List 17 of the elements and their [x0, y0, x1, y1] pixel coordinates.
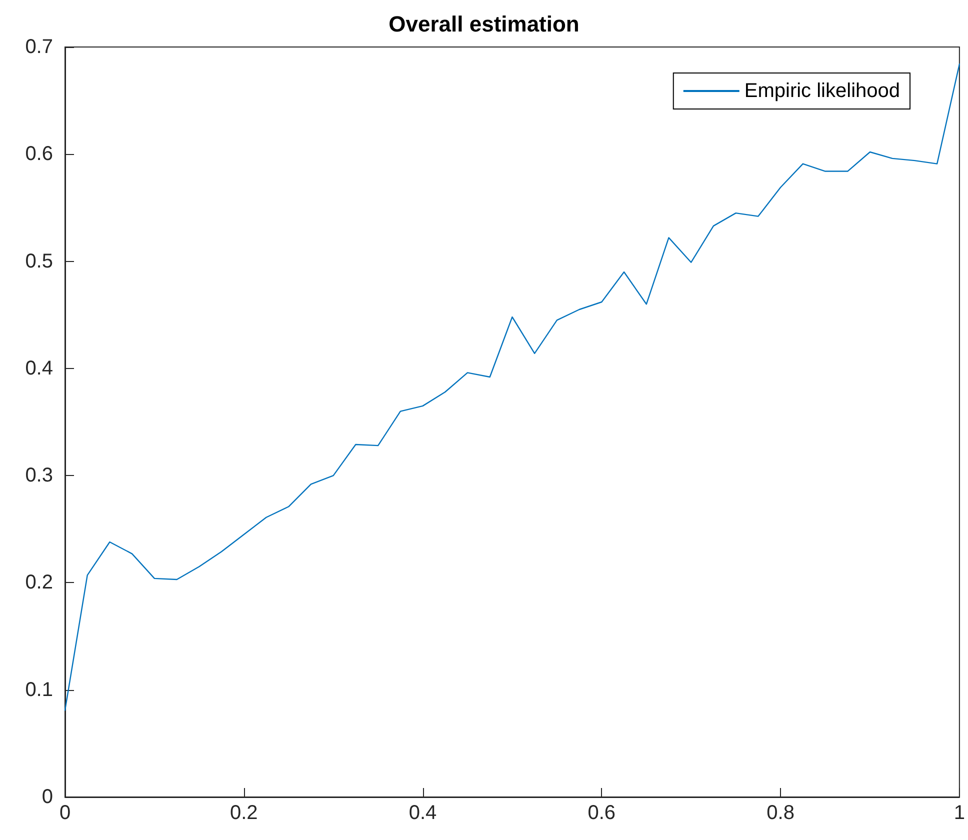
y-tick-label: 0.7	[25, 36, 53, 58]
x-tick-label: 0.8	[766, 802, 794, 824]
legend-label: Empiric likelihood	[744, 80, 900, 102]
y-tick-label: 0	[42, 786, 53, 808]
chart-title: Overall estimation	[388, 12, 580, 36]
y-tick-label: 0.2	[25, 572, 53, 594]
y-tick-label: 0.1	[25, 678, 53, 701]
y-tick-label: 0.6	[25, 143, 53, 166]
y-tick-label: 0.4	[25, 357, 53, 380]
y-tick-label: 0.5	[25, 250, 53, 272]
x-tick-label: 0	[59, 802, 71, 824]
line-series	[64, 64, 960, 711]
x-tick-label: 0.2	[230, 802, 258, 824]
y-tick-label: 0.3	[25, 464, 53, 487]
x-tick-label: 0.6	[588, 802, 616, 824]
x-tick-label: 1	[954, 802, 965, 824]
x-tick-label: 0.4	[408, 802, 437, 824]
